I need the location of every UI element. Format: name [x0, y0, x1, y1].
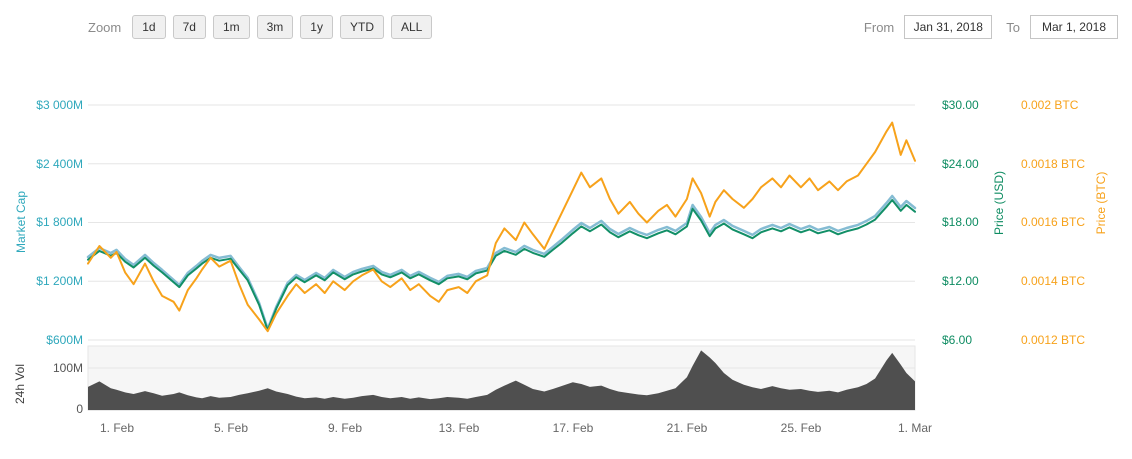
zoom-button-all[interactable]: ALL: [390, 15, 433, 39]
zoom-button-3m[interactable]: 3m: [256, 15, 294, 39]
from-date-input[interactable]: [904, 15, 993, 39]
price-usd-axis-title: Price (USD): [992, 171, 1006, 236]
series-price-btc: [87, 121, 916, 333]
market-cap-tick: $1 800M: [36, 215, 83, 229]
to-label: To: [1006, 19, 1020, 35]
x-axis-label: 9. Feb: [327, 421, 363, 435]
zoom-button-1m[interactable]: 1m: [212, 15, 250, 39]
x-axis-label: 21. Feb: [666, 421, 708, 435]
volume-tick: 100M: [52, 361, 83, 375]
to-date-input[interactable]: [1030, 15, 1118, 39]
price-btc-tick: 0.0016 BTC: [1021, 215, 1086, 229]
zoom-button-1y[interactable]: 1y: [300, 15, 333, 39]
x-axis-label: 5. Feb: [213, 421, 249, 435]
market-cap-tick: $600M: [46, 333, 83, 347]
price-btc-tick: 0.0018 BTC: [1021, 157, 1086, 171]
zoom-button-1d[interactable]: 1d: [132, 15, 166, 39]
price-usd-tick: $12.00: [942, 274, 979, 288]
date-range-controls: From To: [864, 15, 1118, 39]
volume-tick: 0: [76, 402, 83, 416]
price-usd-tick: $6.00: [942, 333, 973, 347]
volume-axis-title: 24h Vol: [13, 363, 27, 405]
price-btc-tick: 0.0012 BTC: [1021, 333, 1086, 347]
price-usd-tick: $30.00: [942, 98, 979, 112]
toolbar: Zoom 1d 7d 1m 3m 1y YTD ALL From To: [88, 15, 1118, 39]
zoom-button-7d[interactable]: 7d: [172, 15, 206, 39]
series-price-usd: [87, 199, 916, 332]
price-usd-tick: $18.00: [942, 215, 979, 229]
zoom-label: Zoom: [88, 19, 122, 35]
price-btc-tick: 0.002 BTC: [1021, 98, 1079, 112]
zoom-button-ytd[interactable]: YTD: [339, 15, 384, 39]
x-axis-label: 1. Mar: [897, 421, 933, 435]
price-usd-tick: $24.00: [942, 157, 979, 171]
x-axis-label: 25. Feb: [780, 421, 822, 435]
market-cap-tick: $3 000M: [36, 98, 83, 112]
x-axis-label: 17. Feb: [552, 421, 594, 435]
market-cap-tick: $1 200M: [36, 274, 83, 288]
x-axis-label: 1. Feb: [99, 421, 135, 435]
volume-area: [88, 350, 915, 410]
series-market-cap: [86, 194, 917, 331]
price-btc-tick: 0.0014 BTC: [1021, 274, 1086, 288]
price-btc-axis-title: Price (BTC): [1094, 171, 1108, 235]
from-label: From: [863, 19, 895, 35]
x-axis-label: 13. Feb: [438, 421, 480, 435]
market-cap-tick: $2 400M: [36, 157, 83, 171]
